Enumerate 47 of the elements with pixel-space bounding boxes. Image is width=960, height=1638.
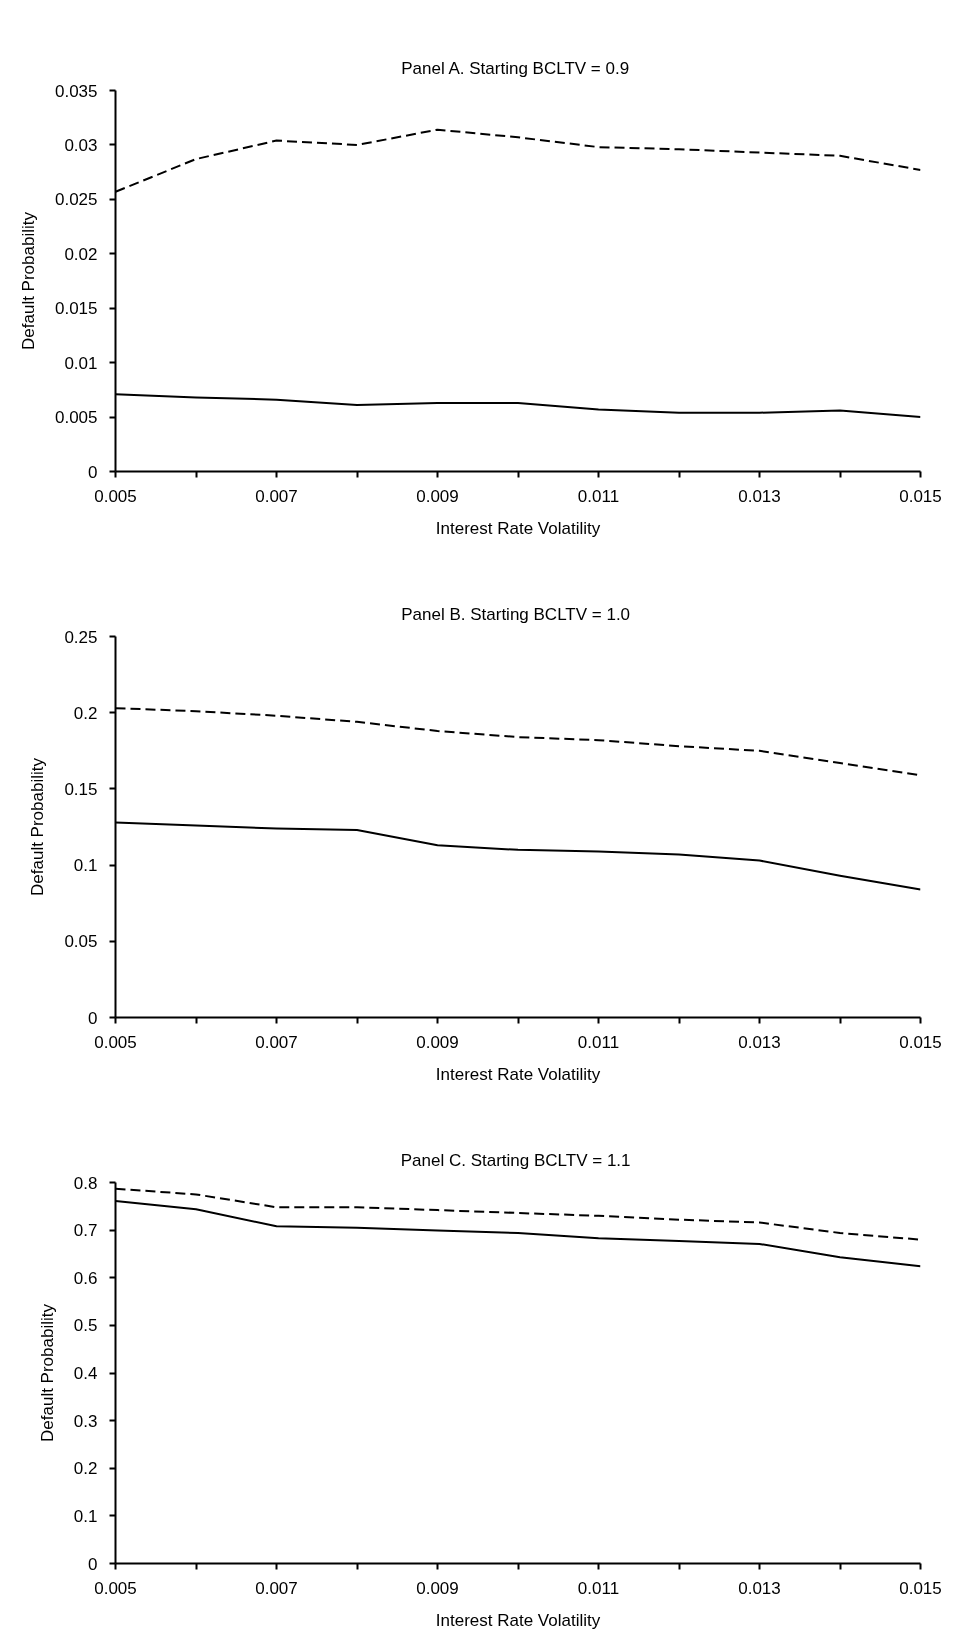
y-tick-label: 0.005	[54, 408, 98, 428]
y-tick-label: 0.1	[73, 1506, 98, 1526]
chart-title: Panel C. Starting BCLTV = 1.1	[400, 1151, 631, 1170]
y-tick-label: 0	[88, 1008, 98, 1028]
y-tick-label: 0.035	[54, 81, 98, 101]
y-tick-label: 0.02	[64, 244, 98, 264]
y-tick-label: 0.01	[64, 353, 98, 373]
x-axis-title: Interest Rate Volatility	[435, 1064, 601, 1084]
x-tick-label: 0.013	[738, 1032, 781, 1052]
x-tick-label: 0.009	[416, 486, 459, 506]
y-tick-label: 0.8	[73, 1173, 98, 1193]
x-tick-label: 0.011	[577, 1032, 620, 1052]
y-tick-label: 0.05	[64, 932, 98, 952]
y-tick-label: 0.3	[73, 1411, 98, 1431]
x-tick-label: 0.015	[899, 1032, 942, 1052]
x-tick-label: 0.007	[255, 486, 298, 506]
x-tick-label: 0.009	[416, 1032, 459, 1052]
y-tick-label: 0.5	[73, 1316, 98, 1336]
y-tick-label: 0.6	[73, 1268, 98, 1288]
y-tick-label: 0.7	[73, 1221, 98, 1241]
y-tick-label: 0.03	[64, 135, 98, 155]
y-tick-label: 0.2	[73, 1459, 98, 1479]
x-tick-label: 0.011	[577, 1578, 620, 1598]
x-tick-label: 0.015	[899, 1578, 942, 1598]
x-tick-label: 0.013	[738, 486, 781, 506]
y-axis-title: Default Probability	[28, 757, 48, 896]
chart-title: Panel A. Starting BCLTV = 0.9	[401, 59, 630, 78]
x-tick-label: 0.007	[255, 1032, 298, 1052]
y-tick-label: 0	[88, 1554, 98, 1574]
y-tick-label: 0.4	[73, 1364, 98, 1383]
y-tick-label: 0.25	[64, 627, 98, 647]
y-tick-label: 0.015	[54, 299, 98, 319]
y-tick-label: 0.025	[54, 190, 98, 210]
y-tick-label: 0	[88, 462, 98, 482]
x-tick-label: 0.015	[899, 486, 942, 506]
y-tick-label: 0.15	[64, 779, 98, 799]
y-tick-label: 0.1	[73, 856, 98, 876]
chart-title: Panel B. Starting BCLTV = 1.0	[401, 605, 631, 624]
x-tick-label: 0.013	[738, 1578, 781, 1598]
y-tick-label: 0.2	[73, 703, 98, 723]
y-axis-title: Default Probability	[18, 211, 38, 350]
x-tick-label: 0.007	[255, 1578, 298, 1598]
y-axis-title: Default Probability	[37, 1303, 57, 1442]
x-tick-label: 0.011	[577, 486, 620, 506]
x-tick-label: 0.009	[416, 1578, 459, 1598]
x-axis-title: Interest Rate Volatility	[435, 1610, 601, 1630]
x-axis-title: Interest Rate Volatility	[435, 518, 601, 538]
